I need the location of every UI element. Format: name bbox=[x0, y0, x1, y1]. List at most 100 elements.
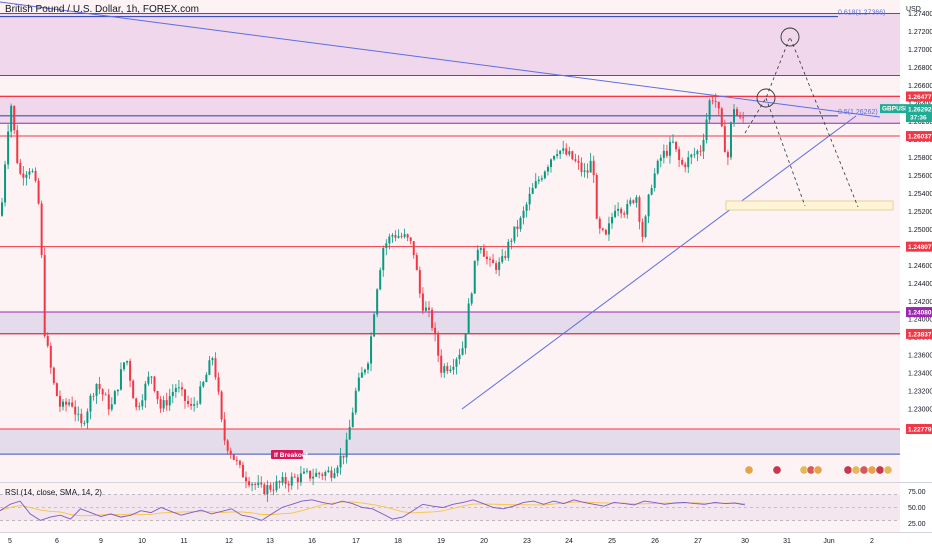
time-tick-0: 5 bbox=[8, 538, 12, 545]
price-tick-6: 1.26200 bbox=[908, 119, 932, 126]
candle-body-231 bbox=[705, 119, 708, 140]
candle-body-155 bbox=[473, 260, 476, 294]
rsi-tick-0: 75.00 bbox=[908, 489, 926, 496]
candle-body-168 bbox=[513, 226, 516, 241]
candle-body-191 bbox=[583, 170, 586, 172]
fib-label-layer: 0.618(1.27366) 0.5(1.26262) bbox=[838, 10, 885, 116]
candle-body-194 bbox=[592, 160, 595, 176]
candle-body-159 bbox=[485, 256, 488, 259]
candle-body-3 bbox=[10, 105, 13, 132]
candle-body-121 bbox=[370, 336, 373, 364]
candle-body-78 bbox=[238, 460, 241, 465]
fib-50-circle bbox=[756, 88, 776, 108]
candle-body-232 bbox=[708, 100, 711, 120]
time-tick-20: 2 bbox=[870, 538, 874, 545]
candle-body-136 bbox=[415, 255, 418, 271]
candle-body-1 bbox=[4, 164, 7, 203]
event-icon-6 bbox=[851, 465, 861, 475]
candle-body-127 bbox=[388, 236, 391, 244]
level-badge-text-5: 1.22779 bbox=[908, 427, 932, 434]
candle-body-243 bbox=[742, 117, 745, 119]
price-tick-19: 1.23600 bbox=[908, 353, 932, 360]
projection-path-lower bbox=[765, 97, 806, 207]
candle-body-35 bbox=[107, 394, 110, 410]
candle-body-123 bbox=[376, 289, 379, 315]
candle-body-9 bbox=[28, 171, 31, 175]
candle-body-183 bbox=[559, 150, 562, 155]
candle-body-172 bbox=[525, 204, 528, 211]
candle-body-68 bbox=[208, 360, 211, 375]
candle-body-39 bbox=[119, 369, 122, 390]
candle-body-0 bbox=[1, 202, 3, 216]
candle-body-113 bbox=[345, 439, 348, 458]
candle-body-76 bbox=[232, 454, 235, 460]
rsi-line bbox=[0, 499, 746, 521]
candle-body-202 bbox=[617, 208, 620, 211]
candle-body-186 bbox=[568, 151, 571, 155]
candle-body-195 bbox=[595, 175, 598, 219]
symbol-badge bbox=[880, 104, 906, 114]
candle-body-165 bbox=[504, 256, 507, 258]
candle-body-7 bbox=[22, 173, 25, 178]
candle-body-207 bbox=[632, 200, 635, 203]
candle-body-228 bbox=[696, 150, 699, 155]
candle-body-106 bbox=[324, 472, 327, 476]
zone-0 bbox=[0, 13, 900, 76]
candle-body-193 bbox=[589, 160, 592, 173]
candle-body-40 bbox=[123, 362, 125, 370]
price-tick-3: 1.26800 bbox=[908, 65, 932, 72]
candle-body-226 bbox=[690, 154, 693, 158]
price-tick-8: 1.25800 bbox=[908, 155, 932, 162]
candle-body-15 bbox=[46, 335, 49, 346]
candle-body-171 bbox=[522, 210, 525, 218]
candle-body-198 bbox=[604, 229, 607, 235]
candle-body-173 bbox=[528, 193, 531, 205]
candle-body-208 bbox=[635, 197, 638, 203]
target-zone bbox=[725, 200, 894, 211]
candle-body-38 bbox=[116, 389, 119, 392]
candle-body-61 bbox=[187, 400, 190, 405]
level-badge-text-2: 1.24807 bbox=[908, 244, 932, 251]
candle-body-34 bbox=[104, 394, 107, 396]
time-tick-11: 20 bbox=[480, 538, 488, 545]
price-tick-11: 1.25200 bbox=[908, 209, 932, 216]
candle-body-132 bbox=[403, 234, 406, 237]
candle-body-81 bbox=[248, 481, 251, 486]
candle-body-88 bbox=[269, 485, 272, 490]
candle-body-17 bbox=[52, 367, 55, 384]
candle-body-189 bbox=[577, 160, 580, 163]
candle-body-219 bbox=[668, 141, 671, 156]
candle-body-32 bbox=[98, 383, 101, 390]
candle-body-175 bbox=[534, 181, 537, 188]
time-tick-7: 16 bbox=[308, 538, 316, 545]
candle-body-130 bbox=[397, 236, 400, 238]
candle-body-141 bbox=[431, 309, 434, 328]
candle-body-66 bbox=[202, 382, 205, 387]
time-axis: 5 6 9 10 11 12 13 16 17 18 19 20 23 24 25 26 27 30 31 Jun 2 bbox=[8, 538, 874, 545]
candle-body-57 bbox=[174, 387, 177, 392]
candle-body-75 bbox=[229, 450, 232, 455]
candle-body-180 bbox=[550, 159, 552, 168]
candle-body-118 bbox=[360, 372, 363, 378]
candle-body-149 bbox=[455, 359, 458, 367]
time-tick-10: 19 bbox=[437, 538, 445, 545]
price-tick-4: 1.26600 bbox=[908, 83, 932, 90]
candle-body-45 bbox=[138, 406, 141, 408]
candle-body-104 bbox=[318, 472, 321, 475]
candle-body-85 bbox=[260, 482, 263, 485]
candle-body-8 bbox=[25, 174, 28, 178]
candle-body-237 bbox=[723, 126, 726, 153]
candle-body-151 bbox=[461, 348, 464, 355]
candle-body-206 bbox=[629, 200, 632, 205]
event-icons[interactable] bbox=[744, 465, 893, 475]
candle-body-235 bbox=[717, 101, 720, 109]
countdown-text: 37:36 bbox=[910, 115, 927, 122]
candle-body-242 bbox=[739, 115, 742, 118]
candle-body-122 bbox=[373, 314, 376, 337]
candle-body-16 bbox=[49, 345, 52, 368]
candle-body-14 bbox=[43, 255, 46, 336]
candle-body-184 bbox=[562, 148, 565, 151]
level-badge-text-4: 1.23837 bbox=[908, 331, 932, 338]
